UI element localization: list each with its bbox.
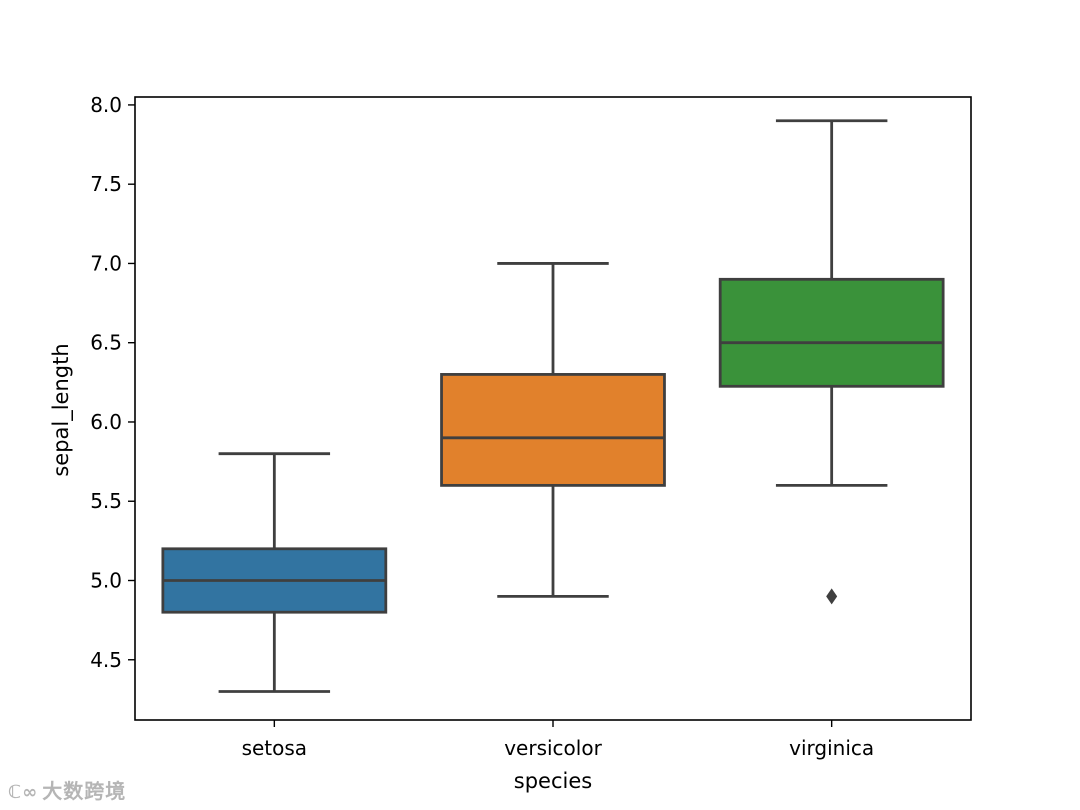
watermark: ℂ∞ 大数跨境 (8, 775, 126, 804)
x-axis-label: species (514, 769, 592, 793)
y-tick-label: 5.5 (90, 489, 122, 513)
y-axis-label: sepal_length (49, 343, 74, 476)
iqr-box (718, 277, 945, 388)
plot-frame (134, 96, 972, 721)
iqr-box (440, 373, 666, 487)
y-tick-label: 8.0 (90, 93, 122, 117)
outlier-point (826, 588, 838, 605)
y-tick-label: 7.5 (90, 172, 122, 196)
box-group-virginica (718, 119, 945, 605)
watermark-logo-icon: ℂ∞ (8, 782, 39, 803)
y-axis-ticks: 4.5 5.0 5.5 6.0 6.5 7.0 7.5 8.0 (90, 93, 135, 672)
y-tick-label: 6.0 (90, 410, 122, 434)
y-tick-label: 4.5 (90, 648, 122, 672)
x-tick-label: virginica (789, 736, 874, 760)
box-group-versicolor (440, 262, 666, 598)
watermark-text: 大数跨境 (42, 779, 127, 803)
y-tick-label: 7.0 (90, 251, 122, 275)
x-tick-label: versicolor (504, 736, 602, 760)
y-tick-label: 5.0 (90, 568, 122, 592)
y-tick-label: 6.5 (90, 331, 122, 355)
boxes-layer (161, 119, 945, 693)
box-group-setosa (161, 452, 388, 693)
x-axis-ticks: setosa versicolor virginica (242, 720, 874, 760)
x-tick-label: setosa (242, 736, 307, 760)
